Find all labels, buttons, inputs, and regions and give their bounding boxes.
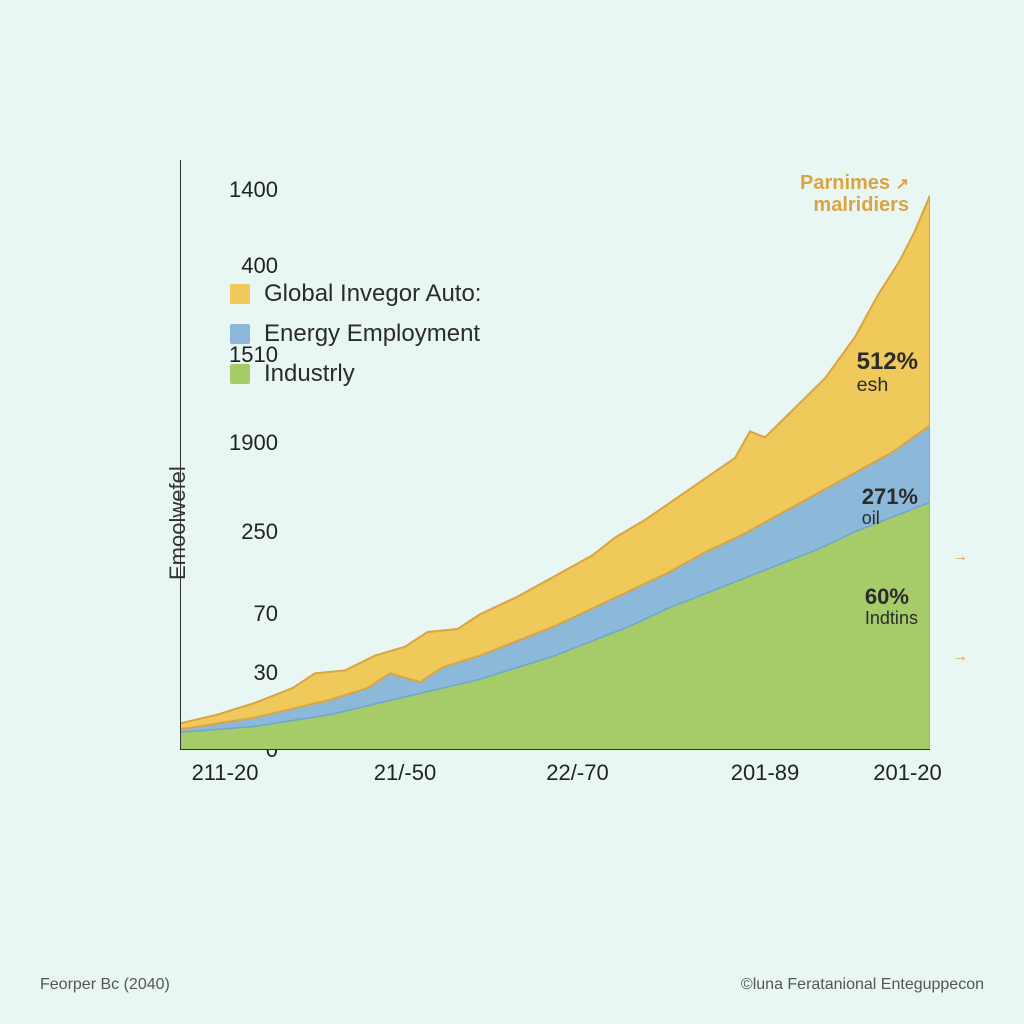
footer-right: ©luna Feratanional Enteguppecon: [741, 976, 984, 994]
x-axis-ticks: 211-2021/-5022/-70201-89201-20: [180, 760, 930, 790]
chart-container: Emoolwefel 03070250190015104001400 Parni…: [110, 160, 930, 800]
x-tick-label: 22/-70: [546, 760, 608, 786]
legend-label: Global Invegor Auto:: [264, 280, 481, 308]
legend-swatch: [230, 284, 250, 304]
footer-left: Feorper Bc (2040): [40, 976, 170, 994]
pct-sublabel: esh: [857, 375, 918, 397]
pct-value: 512%: [857, 348, 918, 375]
pct-value: 271%: [862, 484, 918, 509]
pct-annotation: 271%oil: [862, 485, 918, 529]
x-tick-label: 201-20: [873, 760, 942, 786]
x-tick-label: 201-89: [731, 760, 800, 786]
plot-area: Parnimes ↗ malridiers 512%esh271%oil60%I…: [180, 160, 930, 750]
arrow-icon: →: [952, 548, 968, 566]
legend-label: Energy Employment: [264, 320, 480, 348]
legend: Global Invegor Auto: Energy Employment Ind…: [230, 280, 481, 400]
pct-annotation: 512%esh: [857, 349, 918, 397]
legend-swatch: [230, 324, 250, 344]
legend-label: Industrly: [264, 360, 355, 388]
arrow-icon: →: [952, 648, 968, 666]
legend-item: Energy Employment: [230, 320, 481, 348]
area-chart-svg: [180, 160, 930, 750]
legend-item: Global Invegor Auto:: [230, 280, 481, 308]
x-tick-label: 211-20: [192, 760, 259, 786]
pct-value: 60%: [865, 584, 909, 609]
x-tick-label: 21/-50: [374, 760, 436, 786]
top-annotation-line2: malridiers: [813, 194, 909, 216]
top-annotation-line1: Parnimes: [800, 172, 890, 194]
pct-annotation: 60%Indtins: [865, 585, 918, 629]
legend-swatch: [230, 364, 250, 384]
pct-sublabel: oil: [862, 509, 918, 529]
legend-item: Industrly: [230, 360, 481, 388]
top-annotation: Parnimes ↗ malridiers: [800, 172, 909, 216]
pct-sublabel: Indtins: [865, 609, 918, 629]
